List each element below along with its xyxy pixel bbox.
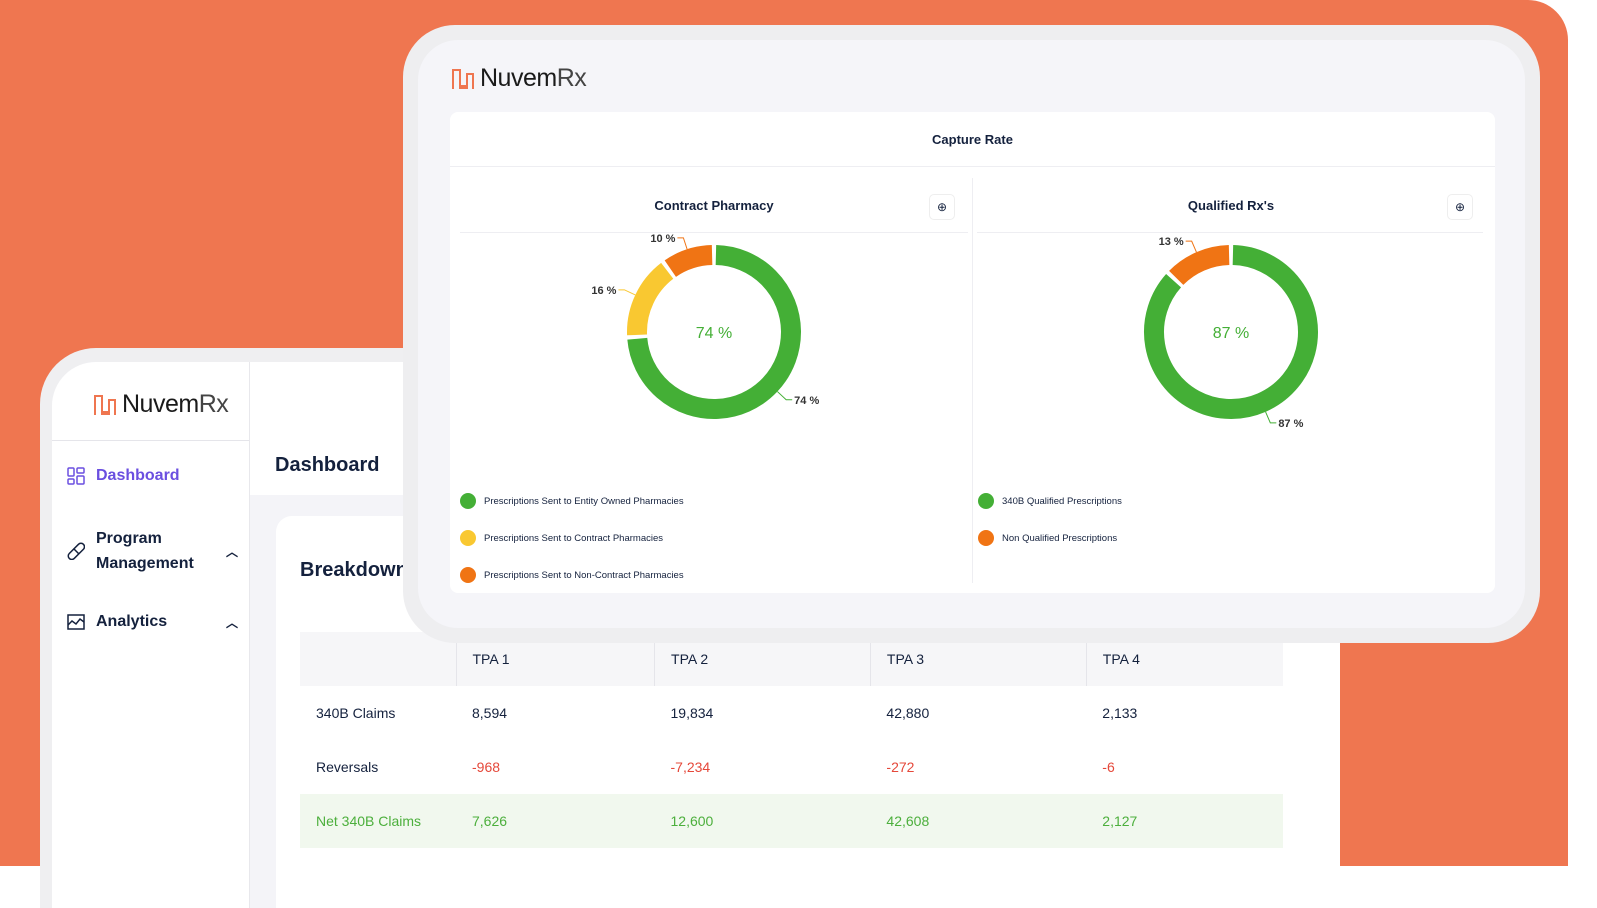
legend-item: Non Qualified Prescriptions bbox=[978, 530, 1117, 546]
qualified-rx-donut: 87 % 13 % 87 % bbox=[1144, 236, 1318, 430]
breakdown-table: TPA 1 TPA 2 TPA 3 TPA 4 340B Claims 8,594 19,… bbox=[300, 632, 1283, 848]
center-label: 87 % bbox=[1213, 325, 1249, 342]
dashboard-grid-icon bbox=[66, 466, 86, 486]
column-header: TPA 3 bbox=[869, 632, 1087, 686]
donut-segment[interactable] bbox=[627, 262, 674, 336]
sidebar-item-program-management[interactable]: Program Management ︿ bbox=[66, 526, 238, 576]
download-circle-icon: ⊕ bbox=[1454, 200, 1466, 214]
donut-segment[interactable] bbox=[627, 245, 801, 419]
label-leader-line bbox=[1185, 240, 1197, 253]
data-label: 74 % bbox=[794, 395, 819, 407]
contract-pharmacy-donut: 74 % 16 % 10 % 74 % bbox=[591, 233, 819, 419]
donut-segment[interactable] bbox=[1144, 245, 1318, 419]
panel-title: Qualified Rx's bbox=[1187, 198, 1275, 213]
table-row: Reversals -968 -7,234 -272 -6 bbox=[316, 759, 1115, 775]
data-label: 16 % bbox=[591, 285, 616, 297]
table-row: 340B Claims 8,594 19,834 42,880 2,133 bbox=[316, 705, 1138, 721]
logo: NuvemRx bbox=[92, 390, 229, 419]
center-label: 74 % bbox=[696, 325, 732, 342]
nuvemrx-logo-icon bbox=[94, 394, 116, 415]
data-label: 10 % bbox=[650, 233, 675, 245]
label-leader-line bbox=[777, 391, 793, 401]
card-title: Capture Rate bbox=[932, 132, 1013, 147]
chevron-up-icon[interactable]: ︿ bbox=[225, 544, 238, 559]
legend-item: Prescriptions Sent to Non-Contract Pharm… bbox=[460, 567, 684, 583]
nuvemrx-logo-icon bbox=[452, 68, 474, 89]
capture-rate-device: NuvemRx Capture Rate Contract Pharmacy ⊕… bbox=[403, 25, 1540, 643]
legend-item: Prescriptions Sent to Entity Owned Pharm… bbox=[460, 493, 684, 509]
pill-icon bbox=[66, 541, 86, 561]
page-title: Dashboard bbox=[275, 454, 380, 476]
data-label: 87 % bbox=[1278, 418, 1303, 430]
donut-segment[interactable] bbox=[1169, 245, 1230, 286]
panel-title: Contract Pharmacy bbox=[654, 198, 774, 213]
label-leader-line bbox=[618, 289, 636, 296]
sidebar-item-analytics[interactable]: Analytics ︿ bbox=[66, 612, 238, 632]
sidebar: NuvemRx Dashboard Program Management ︿ An… bbox=[52, 362, 250, 908]
chart-image-icon bbox=[66, 612, 86, 632]
donut-segment[interactable] bbox=[664, 245, 713, 278]
download-button[interactable]: ⊕ bbox=[929, 194, 955, 220]
sidebar-item-dashboard[interactable]: Dashboard bbox=[66, 466, 238, 486]
chevron-up-icon[interactable]: ︿ bbox=[225, 615, 238, 630]
card-title: Breakdown bbox=[300, 559, 408, 581]
legend-item: Prescriptions Sent to Contract Pharmacie… bbox=[460, 530, 663, 546]
table-row: Net 340B Claims 7,626 12,600 42,608 2,127 bbox=[300, 794, 1283, 848]
label-leader-line bbox=[677, 237, 688, 250]
download-button[interactable]: ⊕ bbox=[1447, 194, 1473, 220]
label-leader-line bbox=[1265, 411, 1277, 424]
capture-rate-card: Capture Rate Contract Pharmacy ⊕ Qualifi… bbox=[450, 112, 1495, 593]
download-circle-icon: ⊕ bbox=[936, 200, 948, 214]
legend-item: 340B Qualified Prescriptions bbox=[978, 493, 1122, 509]
data-label: 13 % bbox=[1159, 236, 1184, 248]
logo: NuvemRx bbox=[450, 64, 587, 93]
